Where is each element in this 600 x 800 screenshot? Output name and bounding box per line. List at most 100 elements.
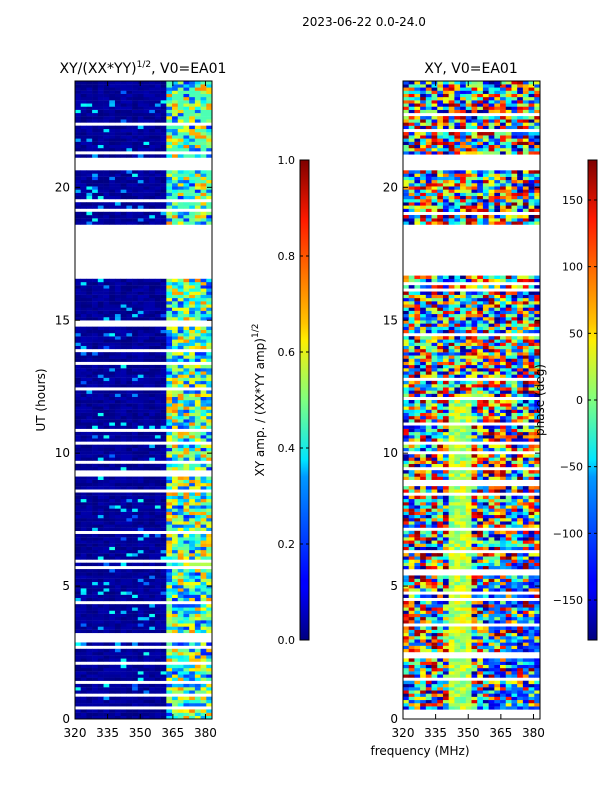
heatmap-cell (477, 514, 484, 519)
heatmap-cell (408, 594, 415, 598)
heatmap-cell (92, 371, 99, 375)
heatmap-cell (120, 514, 127, 519)
heatmap-cell (126, 87, 133, 91)
heatmap-cell (132, 572, 139, 576)
heatmap-cell (137, 278, 144, 283)
heatmap-cell (437, 642, 444, 646)
heatmap-cell (160, 173, 167, 177)
heatmap-cell (114, 176, 121, 181)
heatmap-cell (200, 629, 207, 634)
heatmap-cell (114, 109, 121, 114)
heatmap-cell (465, 514, 472, 519)
heatmap-cell (97, 374, 104, 378)
heatmap-cell (505, 639, 512, 643)
heatmap-cell (103, 553, 110, 557)
heatmap-cell (166, 540, 173, 544)
heatmap-cell (420, 693, 427, 697)
heatmap-cell (109, 572, 116, 576)
heatmap-cell (126, 610, 133, 614)
heatmap-cell (137, 620, 144, 624)
heatmap-cell (511, 559, 518, 563)
heatmap-cell (154, 457, 161, 461)
heatmap-cell (149, 715, 156, 720)
heatmap-cell (132, 454, 139, 458)
heatmap-cell (160, 677, 167, 681)
heatmap-cell (103, 294, 110, 299)
heatmap-cell (92, 170, 99, 174)
heatmap-cell (448, 559, 455, 563)
heatmap-cell (200, 508, 207, 512)
heatmap-cell (189, 336, 196, 340)
heatmap-cell (183, 502, 190, 506)
heatmap-cell (172, 179, 179, 184)
heatmap-cell (103, 202, 110, 206)
heatmap-cell (183, 358, 190, 362)
heatmap-cell (154, 403, 161, 407)
heatmap-cell (177, 218, 184, 222)
heatmap-cell (143, 211, 150, 216)
heatmap-cell (448, 696, 455, 701)
heatmap-cell (103, 192, 110, 197)
heatmap-cell (126, 498, 133, 503)
heatmap-cell (189, 183, 196, 187)
heatmap-cell (183, 135, 190, 139)
heatmap-cell (109, 313, 116, 318)
heatmap-cell (471, 664, 478, 669)
heatmap-cell (103, 317, 110, 321)
heatmap-cell (183, 620, 190, 624)
heatmap-cell (200, 364, 207, 369)
heatmap-cell (437, 600, 444, 605)
heatmap-cell (534, 537, 541, 541)
heatmap-cell (200, 425, 207, 429)
heatmap-cell (109, 374, 116, 378)
heatmap-cell (460, 594, 467, 598)
heatmap-cell (177, 368, 184, 372)
heatmap-cell (414, 626, 421, 630)
heatmap-cell (172, 192, 179, 197)
heatmap-cell (132, 342, 139, 346)
heatmap-cell (154, 409, 161, 413)
heatmap-cell (109, 623, 116, 627)
x-tick-label: 335 (96, 726, 119, 740)
heatmap-cell (194, 100, 201, 104)
heatmap-cell (200, 498, 207, 503)
heatmap-cell (149, 81, 156, 85)
heatmap-cell (189, 380, 196, 385)
heatmap-cell (114, 192, 121, 197)
heatmap-cell (86, 90, 93, 94)
heatmap-cell (505, 674, 512, 678)
heatmap-cell (103, 377, 110, 382)
heatmap-cell (420, 706, 427, 710)
heatmap-cell (166, 144, 173, 149)
heatmap-cell (86, 626, 93, 630)
heatmap-cell (431, 505, 438, 509)
x-tick-label: 365 (161, 726, 184, 740)
heatmap-cell (97, 463, 104, 468)
heatmap-cell (500, 616, 507, 621)
heatmap-cell (132, 696, 139, 701)
heatmap-cell (97, 358, 104, 362)
heatmap-cell (75, 176, 82, 181)
heatmap-cell (177, 533, 184, 538)
heatmap-cell (442, 540, 449, 544)
heatmap-cell (86, 297, 93, 302)
heatmap-cell (200, 138, 207, 142)
heatmap-cell (143, 457, 150, 461)
heatmap-cell (154, 419, 161, 423)
heatmap-cell (92, 281, 99, 286)
heatmap-cell (132, 591, 139, 595)
heatmap-cell (194, 355, 201, 359)
heatmap-cell (505, 546, 512, 551)
heatmap-cell (154, 578, 161, 583)
heatmap-cell (448, 594, 455, 598)
heatmap-cell (177, 435, 184, 439)
heatmap-cell (420, 683, 427, 688)
heatmap-cell (143, 333, 150, 337)
heatmap-cell (431, 632, 438, 637)
heatmap-cell (120, 116, 127, 120)
heatmap-cell (109, 422, 116, 426)
heatmap-cell (160, 655, 167, 659)
heatmap-cell (143, 355, 150, 359)
x-tick-label: 350 (129, 726, 152, 740)
